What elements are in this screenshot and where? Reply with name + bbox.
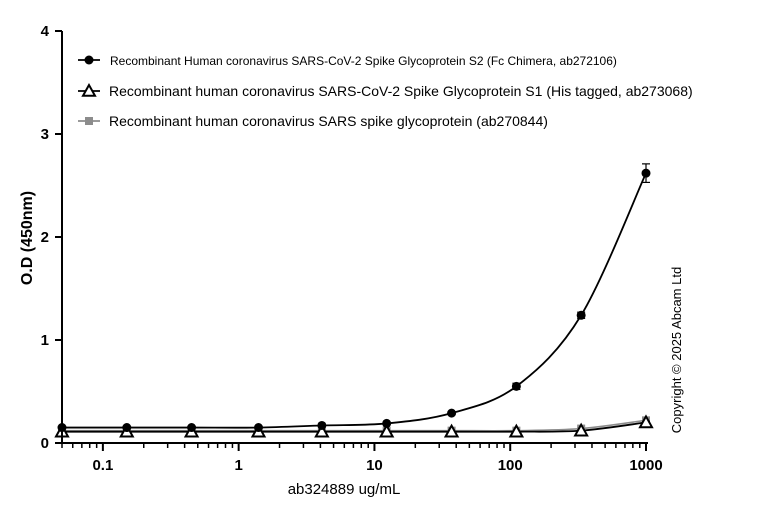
series-1-point	[253, 423, 263, 433]
series-2-point	[573, 422, 589, 437]
legend-marker-2	[81, 82, 97, 97]
series-2-point	[314, 423, 330, 438]
series-1-point	[511, 381, 521, 391]
legend-label-1: Recombinant Human coronavirus SARS-CoV-2…	[110, 54, 617, 68]
series-2-point	[443, 423, 460, 438]
legend-label-2: Recombinant human coronavirus SARS-CoV-2…	[109, 83, 693, 99]
series-1-point	[382, 418, 392, 428]
legend-label-3: Recombinant human coronavirus SARS spike…	[109, 113, 548, 129]
y-axis-title: O.D (450nm)	[19, 191, 36, 285]
series-1-curve	[62, 172, 647, 429]
y-tick-label: 3	[41, 126, 49, 143]
series-2-point	[378, 423, 395, 438]
axes: 0 1 2 3 4 0.1 1 10 100 1000	[41, 23, 663, 474]
y-tick-label: 0	[41, 435, 49, 452]
x-axis-title: ab324889 ug/mL	[288, 481, 401, 498]
x-tick-label: 1000	[629, 457, 662, 474]
series-2-curve	[62, 421, 647, 433]
copyright-text: Copyright © 2025 Abcam Ltd	[669, 267, 684, 433]
series-2-point	[508, 423, 525, 438]
x-tick-label: 100	[498, 457, 523, 474]
y-tick-label: 2	[41, 229, 49, 246]
legend: Recombinant Human coronavirus SARS-CoV-2…	[78, 54, 693, 129]
y-tick-label: 4	[41, 23, 50, 40]
point-layer	[54, 163, 654, 438]
x-tick-label: 10	[366, 457, 383, 474]
curve-layer	[61, 172, 647, 433]
series-1-point	[187, 423, 197, 433]
legend-marker-3	[85, 117, 93, 125]
x-tick-label: 1	[234, 457, 242, 474]
series-1-point	[317, 420, 327, 430]
legend-marker-1	[84, 55, 94, 65]
series-1-point	[447, 408, 457, 418]
y-tick-label: 1	[41, 332, 49, 349]
series-2-point	[638, 414, 654, 429]
series-1-point	[576, 310, 586, 320]
series-3-curve	[61, 419, 647, 432]
series-1-point	[122, 423, 132, 433]
series-1-point	[641, 168, 651, 178]
x-tick-label: 0.1	[92, 457, 113, 474]
